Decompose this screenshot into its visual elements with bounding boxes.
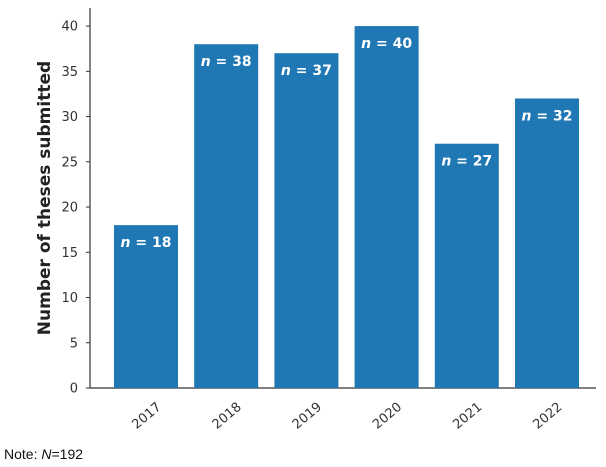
y-tick-label: 35 bbox=[61, 65, 78, 80]
y-axis-title: Number of theses submitted bbox=[35, 61, 55, 335]
x-tick-label: 2020 bbox=[370, 400, 405, 433]
y-tick-label: 30 bbox=[61, 110, 78, 125]
bar-chart: 0 5 10 15 20 25 30 35 40 n = 18 2017 n = 38 2018 n = … bbox=[35, 8, 596, 433]
note-value: =192 bbox=[51, 446, 84, 462]
y-tick-label: 15 bbox=[61, 246, 78, 261]
bar-data-label: n = 40 bbox=[361, 36, 412, 52]
bar bbox=[434, 143, 499, 388]
note-prefix: Note: bbox=[4, 446, 42, 462]
x-tick-label: 2022 bbox=[530, 400, 565, 433]
y-tick-label: 0 bbox=[70, 382, 78, 397]
bar bbox=[194, 44, 259, 388]
bar bbox=[274, 53, 339, 388]
x-tick-label: 2018 bbox=[210, 400, 245, 433]
bar-data-label: n = 38 bbox=[201, 54, 252, 70]
y-tick-label: 5 bbox=[70, 336, 78, 351]
x-tick-label: 2017 bbox=[129, 400, 164, 433]
bar-data-label: n = 18 bbox=[121, 235, 172, 251]
bar bbox=[515, 98, 579, 388]
note: Note: N=192 bbox=[4, 446, 83, 462]
y-tick-label: 20 bbox=[61, 201, 78, 216]
y-tick-label: 40 bbox=[61, 20, 78, 35]
y-tick-label: 25 bbox=[61, 155, 78, 170]
note-n: N bbox=[41, 446, 52, 462]
bar-data-label: n = 37 bbox=[281, 63, 332, 79]
y-tick-label: 10 bbox=[61, 291, 78, 306]
bar-data-label: n = 32 bbox=[522, 108, 573, 124]
x-tick-label: 2021 bbox=[450, 400, 485, 433]
x-tick-label: 2019 bbox=[290, 400, 325, 433]
plot-area: 0 5 10 15 20 25 30 35 40 n = 18 2017 n = 38 2018 n = … bbox=[61, 8, 596, 433]
bar bbox=[114, 225, 178, 388]
bar bbox=[354, 26, 419, 388]
bar-data-label: n = 27 bbox=[441, 154, 492, 170]
